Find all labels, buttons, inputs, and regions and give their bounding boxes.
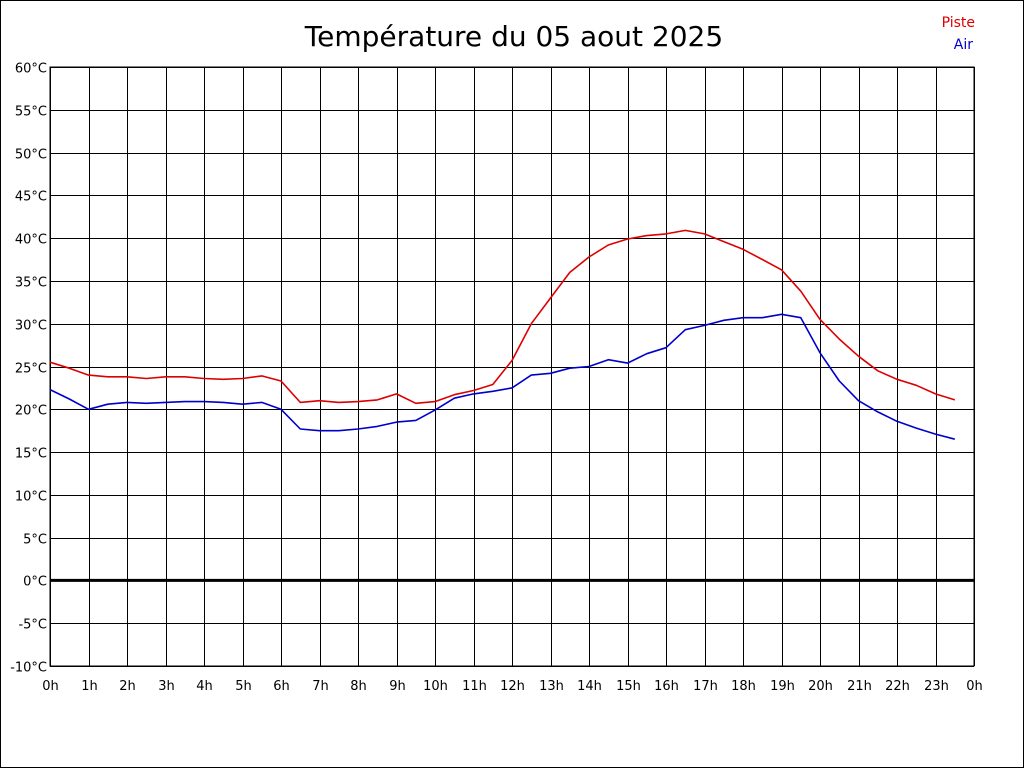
legend: Piste Air — [942, 15, 975, 53]
x-tick-label: 11h — [462, 679, 487, 694]
series-line-air — [49, 313, 956, 440]
axis-ticks: 0h 1h 2h 3h 4h 5h 6h 7h 8h 9h 10h 11h 12h 13h 14h 15h 16… — [10, 62, 983, 695]
y-tick-label: 35°C — [15, 276, 47, 291]
x-tick-label: 6h — [273, 679, 290, 694]
x-tick-label: 12h — [500, 679, 525, 694]
y-tick-label: 0°C — [23, 575, 47, 590]
legend-item-air: Air — [954, 37, 973, 53]
x-tick-label: 18h — [731, 679, 756, 694]
x-tick-label: 7h — [312, 679, 329, 694]
x-tick-label: 14h — [577, 679, 602, 694]
x-tick-label: 1h — [81, 679, 98, 694]
y-tick-label: 30°C — [15, 319, 47, 334]
x-tick-label: 9h — [389, 679, 406, 694]
y-tick-label: 20°C — [15, 404, 47, 419]
y-tick-label: 25°C — [15, 362, 47, 377]
grid — [49, 66, 975, 667]
y-tick-label: 60°C — [15, 62, 47, 77]
y-tick-label: -5°C — [18, 618, 47, 633]
x-tick-label: 22h — [885, 679, 910, 694]
y-tick-label: 15°C — [15, 447, 47, 462]
x-tick-label: 3h — [158, 679, 175, 694]
x-tick-label: 13h — [539, 679, 564, 694]
y-tick-label: 40°C — [15, 233, 47, 248]
x-tick-label: 16h — [654, 679, 679, 694]
y-tick-label: -10°C — [10, 661, 47, 676]
series-layer — [49, 229, 956, 440]
x-tick-label: 0h — [42, 679, 59, 694]
x-tick-label: 2h — [119, 679, 136, 694]
chart-title: Température du 05 aout 2025 — [304, 20, 723, 53]
x-tick-label: 21h — [847, 679, 872, 694]
x-tick-label: 20h — [808, 679, 833, 694]
y-tick-label: 45°C — [15, 190, 47, 205]
series-line-piste — [49, 229, 956, 405]
legend-item-piste: Piste — [942, 15, 975, 31]
y-tick-label: 10°C — [15, 490, 47, 505]
x-tick-label: 23h — [924, 679, 949, 694]
x-tick-label: 5h — [235, 679, 252, 694]
x-tick-label: 15h — [616, 679, 641, 694]
x-tick-label: 0h — [966, 679, 983, 694]
x-tick-label: 8h — [350, 679, 367, 694]
y-tick-label: 5°C — [23, 533, 47, 548]
x-tick-label: 17h — [693, 679, 718, 694]
y-tick-label: 50°C — [15, 148, 47, 163]
x-tick-label: 4h — [196, 679, 213, 694]
y-tick-label: 55°C — [15, 105, 47, 120]
x-tick-label: 10h — [423, 679, 448, 694]
x-tick-label: 19h — [770, 679, 795, 694]
